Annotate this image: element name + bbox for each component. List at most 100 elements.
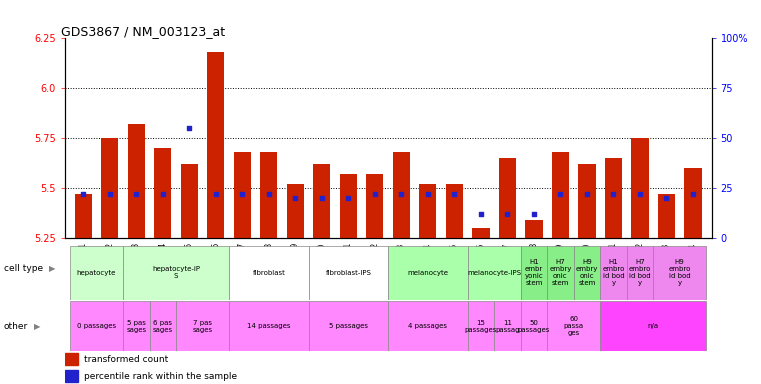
Point (422, 191, 434, 197)
Bar (366, 174, 384, 238)
Point (342, 195, 355, 201)
Bar (234, 152, 251, 238)
Text: H9
embro
id bod
y: H9 embro id bod y (668, 259, 691, 286)
Point (369, 191, 381, 197)
Text: 14 passages: 14 passages (247, 323, 291, 329)
Bar (70, 246, 123, 300)
Text: H1
embro
id bod
y: H1 embro id bod y (602, 259, 625, 286)
Bar (600, 246, 627, 300)
Point (77, 191, 89, 197)
Point (289, 195, 301, 201)
Text: fibroblast-IPS: fibroblast-IPS (326, 270, 371, 276)
Point (607, 191, 619, 197)
Text: H7
embry
onic
stem: H7 embry onic stem (549, 259, 572, 286)
Bar (207, 52, 224, 238)
Text: 4 passages: 4 passages (409, 323, 447, 329)
Bar (314, 164, 330, 238)
Text: n/a: n/a (648, 323, 659, 329)
Bar (180, 164, 198, 238)
Point (687, 191, 699, 197)
Point (157, 191, 169, 197)
Text: 60
passa
ges: 60 passa ges (564, 316, 584, 336)
Text: hepatocyte-iP
S: hepatocyte-iP S (152, 266, 200, 279)
Point (316, 195, 328, 201)
Bar (75, 194, 92, 238)
Text: 50
passages: 50 passages (517, 320, 550, 333)
Bar (578, 164, 596, 238)
Text: 11
passag: 11 passag (495, 320, 520, 333)
Bar (65, 353, 78, 365)
Bar (123, 246, 229, 300)
Bar (101, 138, 119, 238)
Bar (473, 228, 489, 238)
Bar (287, 184, 304, 238)
Point (448, 191, 460, 197)
Bar (627, 246, 653, 300)
Point (661, 195, 673, 201)
Bar (446, 184, 463, 238)
Bar (684, 168, 702, 238)
Text: transformed count: transformed count (84, 354, 168, 364)
Bar (65, 370, 78, 382)
Bar (308, 246, 388, 300)
Bar (176, 301, 229, 351)
Bar (600, 301, 706, 351)
Bar (632, 138, 648, 238)
Text: melanocyte-IPS: melanocyte-IPS (467, 270, 521, 276)
Bar (339, 174, 357, 238)
Point (210, 191, 222, 197)
Bar (658, 194, 675, 238)
Bar (574, 246, 600, 300)
Text: fibroblast: fibroblast (253, 270, 285, 276)
Point (183, 125, 196, 131)
Text: 5 passages: 5 passages (329, 323, 368, 329)
Bar (547, 301, 600, 351)
Bar (308, 301, 388, 351)
Bar (521, 301, 547, 351)
Point (501, 211, 514, 217)
Text: melanocyte: melanocyte (407, 270, 448, 276)
Bar (494, 301, 521, 351)
Text: other: other (4, 322, 28, 331)
Bar (70, 301, 123, 351)
Bar (419, 184, 437, 238)
Bar (123, 301, 149, 351)
Bar (128, 124, 145, 238)
Bar (498, 158, 516, 238)
Bar (605, 158, 622, 238)
Point (634, 191, 646, 197)
Bar (229, 301, 308, 351)
Bar (547, 246, 574, 300)
Bar (552, 152, 569, 238)
Bar (260, 152, 278, 238)
Text: hepatocyte: hepatocyte (77, 270, 116, 276)
Bar (468, 301, 494, 351)
Point (236, 191, 248, 197)
Bar (653, 246, 706, 300)
Bar (388, 246, 468, 300)
Point (130, 191, 142, 197)
Bar (521, 246, 547, 300)
Point (475, 211, 487, 217)
Text: 5 pas
sages: 5 pas sages (126, 320, 146, 333)
Text: 0 passages: 0 passages (77, 323, 116, 329)
Text: percentile rank within the sample: percentile rank within the sample (84, 372, 237, 381)
Text: 7 pas
sages: 7 pas sages (193, 320, 212, 333)
Point (263, 191, 275, 197)
Text: H9
embry
onic
stem: H9 embry onic stem (576, 259, 598, 286)
Text: GDS3867 / NM_003123_at: GDS3867 / NM_003123_at (62, 25, 225, 38)
Bar (149, 301, 176, 351)
Text: H1
embr
yonic
stem: H1 embr yonic stem (524, 259, 543, 286)
Bar (393, 152, 410, 238)
Point (395, 191, 407, 197)
Point (528, 211, 540, 217)
Point (581, 191, 593, 197)
Point (103, 191, 116, 197)
Point (554, 191, 566, 197)
Bar (468, 246, 521, 300)
Bar (154, 148, 171, 238)
Text: H7
embro
id bod
y: H7 embro id bod y (629, 259, 651, 286)
Bar (525, 220, 543, 238)
Text: ▶: ▶ (34, 322, 41, 331)
Text: 15
passages: 15 passages (465, 320, 497, 333)
